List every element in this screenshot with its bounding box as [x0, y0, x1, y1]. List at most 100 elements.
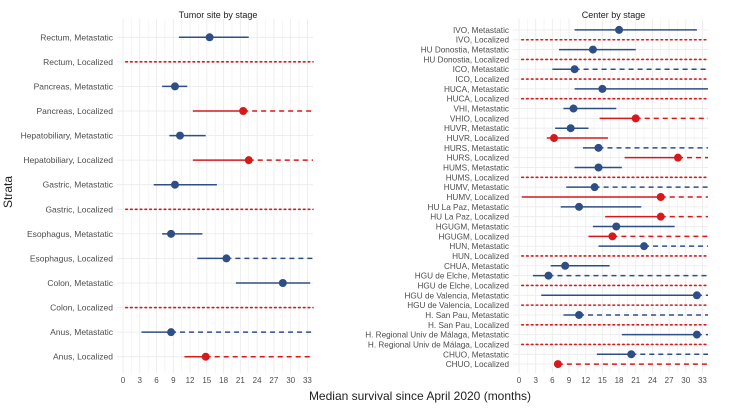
y-tick-label: HURS, Metastatic — [444, 144, 509, 153]
y-tick-label: Anus, Metastatic — [50, 327, 114, 337]
y-tick-label: HUMV, Localized — [447, 193, 510, 202]
x-tick-label: 33 — [303, 376, 312, 385]
y-tick-label: Colon, Localized — [50, 303, 113, 313]
y-tick-label: HUMV, Metastatic — [444, 183, 509, 192]
median-point — [167, 328, 176, 337]
median-point — [569, 104, 578, 113]
median-point — [205, 33, 214, 42]
median-point — [692, 330, 701, 339]
y-tick-label: Pancreas, Localized — [36, 106, 113, 116]
x-tick-label: 21 — [631, 376, 640, 385]
x-tick-label: 3 — [533, 376, 538, 385]
median-point — [673, 153, 682, 162]
x-tick-label: 3 — [138, 376, 143, 385]
x-axis-label: Median survival since April 2020 (months… — [309, 389, 531, 403]
median-point — [170, 82, 179, 91]
median-point — [627, 350, 636, 359]
y-tick-label: H. San Pau, Metastatic — [425, 311, 509, 320]
median-point — [575, 202, 584, 211]
median-point — [239, 107, 248, 115]
y-tick-label: VHIO, Localized — [450, 114, 510, 123]
y-tick-label: H. San Pau, Localized — [428, 321, 509, 330]
median-point — [612, 222, 621, 231]
y-tick-label: Colon, Metastatic — [47, 278, 113, 288]
median-point — [615, 25, 624, 34]
y-tick-label: HGU de Valencia, Metastatic — [404, 291, 509, 300]
median-point — [575, 310, 584, 319]
y-tick-label: HGU de Elche, Localized — [418, 281, 510, 290]
y-tick-label: VHI, Metastatic — [453, 105, 509, 114]
median-point — [608, 232, 617, 241]
x-tick-label: 6 — [550, 376, 555, 385]
x-tick-label: 18 — [615, 376, 624, 385]
panel-title: Tumor site by stage — [179, 10, 258, 20]
y-tick-label: H. Regional Univ de Málaga, Localized — [368, 340, 510, 349]
median-point — [170, 180, 179, 189]
x-tick-label: 27 — [665, 376, 674, 385]
y-tick-label: Esophagus, Metastatic — [27, 229, 114, 239]
median-point — [656, 212, 665, 221]
median-point — [553, 360, 562, 369]
x-tick-label: 6 — [154, 376, 159, 385]
panel-tumor-site: Tumor site by stage 0 3 6 9 12 15 18 21 24 27 30 33 R… — [21, 10, 314, 385]
x-tick-label: 9 — [567, 376, 572, 385]
median-point — [594, 163, 603, 172]
y-axis-label: Strata — [1, 176, 15, 208]
x-tick-label: 0 — [517, 376, 522, 385]
y-tick-label: HUCA, Metastatic — [444, 85, 509, 94]
median-point — [570, 65, 579, 74]
median-point — [561, 261, 570, 270]
y-tick-label: Rectum, Localized — [43, 57, 113, 67]
median-point — [598, 84, 607, 93]
y-tick-label: Rectum, Metastatic — [40, 32, 113, 42]
x-tick-label: 0 — [121, 376, 126, 385]
y-tick-label: HU La Paz, Metastatic — [428, 203, 509, 212]
y-tick-label: HUVR, Localized — [447, 134, 510, 143]
panel-center: Center by stage 0 3 6 9 12 15 18 21 24 27 30 33 IVO, … — [365, 10, 709, 385]
y-tick-label: Hepatobiliary, Localized — [23, 155, 113, 165]
x-tick-label: 12 — [581, 376, 590, 385]
x-tick-label: 12 — [186, 376, 195, 385]
median-point — [588, 45, 597, 54]
y-tick-label: Esophagus, Localized — [30, 253, 113, 263]
y-tick-label: ICO, Localized — [455, 75, 509, 84]
x-tick-label: 15 — [598, 376, 607, 385]
median-point — [631, 114, 640, 123]
x-tick-label: 9 — [171, 376, 176, 385]
median-point — [167, 229, 176, 238]
median-point — [550, 134, 559, 143]
x-tick-label: 27 — [269, 376, 278, 385]
y-tick-label: IVO, Localized — [456, 36, 510, 45]
median-point — [176, 131, 184, 140]
y-tick-label: CHUO, Metastatic — [443, 350, 509, 359]
y-tick-label: Gastric, Localized — [45, 204, 113, 214]
y-tick-label: HUMS, Localized — [446, 173, 510, 182]
y-tick-label: H. Regional Univ de Málaga, Metastatic — [365, 331, 509, 340]
median-point — [640, 242, 649, 251]
y-tick-label: HU Donostia, Metastatic — [421, 46, 509, 55]
y-tick-label: HGU de Elche, Metastatic — [415, 272, 509, 281]
median-point — [656, 193, 665, 201]
x-tick-label: 21 — [236, 376, 245, 385]
median-point — [244, 156, 253, 165]
x-tick-label: 30 — [681, 376, 690, 385]
y-tick-label: CHUO, Localized — [446, 360, 510, 369]
y-tick-label: HUCA, Localized — [447, 95, 510, 104]
median-point — [594, 143, 603, 152]
median-point — [566, 124, 575, 133]
y-tick-label: HGU de Valencia, Localized — [407, 301, 509, 310]
median-point — [590, 183, 599, 192]
x-tick-label: 24 — [648, 376, 657, 385]
x-tick-label: 18 — [219, 376, 228, 385]
y-tick-label: Gastric, Metastatic — [43, 180, 114, 190]
median-point — [692, 291, 701, 300]
y-tick-label: CHUA, Metastatic — [444, 262, 509, 271]
y-tick-label: Anus, Localized — [53, 352, 113, 362]
x-tick-label: 30 — [286, 376, 295, 385]
y-tick-label: Hepatobiliary, Metastatic — [21, 131, 114, 141]
y-tick-label: HUN, Localized — [452, 252, 509, 261]
y-tick-label: HGUGM, Localized — [438, 232, 509, 241]
y-tick-label: HUMS, Metastatic — [443, 164, 509, 173]
y-tick-label: ICO, Metastatic — [453, 65, 509, 74]
